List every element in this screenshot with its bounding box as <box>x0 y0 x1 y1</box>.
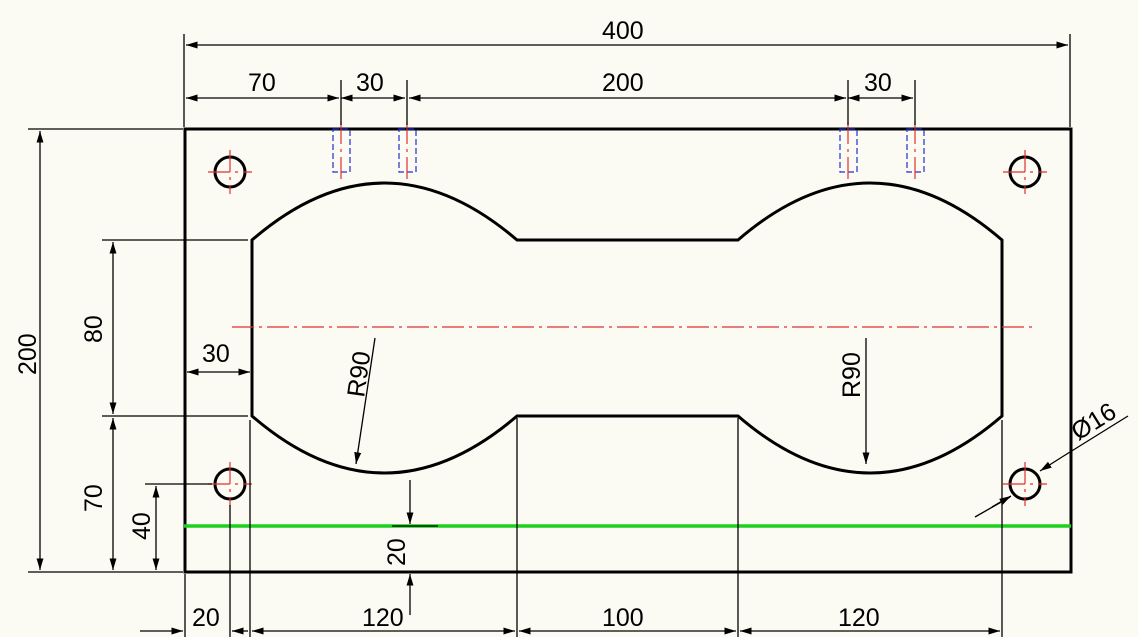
vertical-20-label: 20 <box>383 538 411 566</box>
bottom-dimension-lines <box>140 418 1003 637</box>
hole-icon <box>1003 462 1047 506</box>
radius-left-leader <box>354 337 376 465</box>
left-height-70-label: 70 <box>80 484 108 512</box>
left-height-40-label: 40 <box>128 512 156 540</box>
bottom-120-left-label: 120 <box>362 604 404 632</box>
hole-diameter-label: Ø16 <box>1066 397 1121 446</box>
top-dimension-lines <box>183 34 1071 127</box>
radius-right-label: R90 <box>838 352 866 398</box>
slot-centerlines <box>340 122 916 182</box>
vertical-20-dimension <box>392 480 438 615</box>
left-dimension-lines <box>28 128 250 573</box>
hole-icon <box>208 150 252 194</box>
bottom-20-label: 20 <box>192 604 220 632</box>
left-gap-30-label: 30 <box>202 340 230 368</box>
hole-icon <box>208 462 252 506</box>
hidden-slot-icon <box>332 128 925 173</box>
top-left-offset-label: 70 <box>248 69 276 97</box>
radius-left-label: R90 <box>342 350 376 399</box>
overall-width-label: 400 <box>602 17 644 45</box>
left-height-80-label: 80 <box>80 315 108 343</box>
top-middle-span-label: 200 <box>602 69 644 97</box>
bottom-100-label: 100 <box>602 604 644 632</box>
hole-icon <box>1003 150 1047 194</box>
inner-cutout-profile <box>250 181 1004 475</box>
bottom-120-right-label: 120 <box>838 604 880 632</box>
top-slot-width-right-label: 30 <box>864 69 892 97</box>
top-slot-width-left-label: 30 <box>356 69 384 97</box>
plate-outline <box>183 127 1073 574</box>
overall-height-label: 200 <box>14 333 42 375</box>
